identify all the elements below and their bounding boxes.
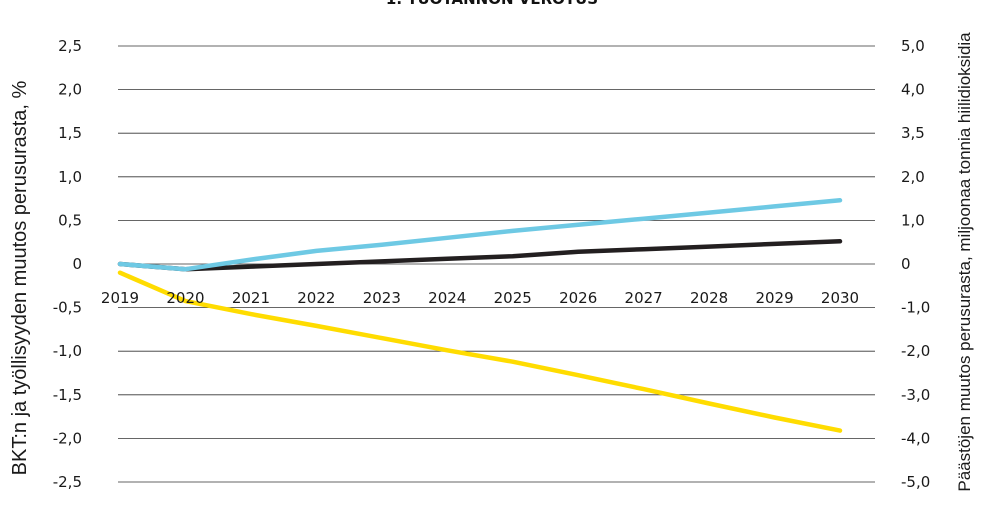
series-line (117, 239, 843, 272)
series-line (117, 270, 843, 433)
x-tick-label: 2029 (755, 289, 793, 307)
right-y-tick-label: 0 (901, 255, 911, 273)
x-tick-label: 2030 (821, 289, 859, 307)
x-tick-label: 2027 (625, 289, 663, 307)
left-y-tick-label: 1,5 (58, 124, 82, 142)
series-line (117, 198, 843, 272)
right-y-tick-label: 1,0 (901, 211, 925, 229)
right-y-tick-label: 5,0 (901, 37, 925, 55)
left-y-tick-label: -0,5 (53, 299, 82, 317)
left-y-tick-label: -1,0 (53, 342, 82, 360)
x-tick-label: 2026 (559, 289, 597, 307)
x-tick-label: 2021 (232, 289, 270, 307)
right-y-tick-label: -4,0 (901, 429, 930, 447)
right-y-tick-labels: 5,0 4,0 3,5 2,0 1,0 0 -1,0 -2,0 -3,0 -4,0 -5,0 (901, 37, 930, 491)
right-y-tick-label: -2,0 (901, 342, 930, 360)
left-y-tick-label: -2,0 (53, 429, 82, 447)
left-y-tick-label: 0,5 (58, 211, 82, 229)
x-tick-labels: 2019 2020 2021 2022 2023 2024 2025 2026 2027 2028… (101, 289, 859, 307)
grid-lines (118, 45, 875, 483)
right-axis-title: Päästöjen muutos perusurasta, miljoonaa … (955, 32, 974, 492)
left-y-tick-label: 2,0 (58, 81, 82, 99)
right-y-tick-label: 3,5 (901, 124, 925, 142)
left-y-tick-label: 0 (72, 255, 82, 273)
left-y-tick-label: -1,5 (53, 386, 82, 404)
x-tick-label: 2025 (494, 289, 532, 307)
right-y-tick-label: -1,0 (901, 299, 930, 317)
right-y-tick-label: -3,0 (901, 386, 930, 404)
x-tick-label: 2019 (101, 289, 139, 307)
left-y-tick-labels: 2,5 2,0 1,5 1,0 0,5 0 -0,5 -1,0 -1,5 -2,0 -2,5 (53, 37, 82, 491)
right-y-tick-label: -5,0 (901, 473, 930, 491)
left-y-tick-label: 1,0 (58, 168, 82, 186)
x-tick-label: 2028 (690, 289, 728, 307)
left-y-tick-label: 2,5 (58, 37, 82, 55)
series-lines (117, 198, 843, 433)
right-y-tick-label: 2,0 (901, 168, 925, 186)
x-tick-label: 2024 (428, 289, 466, 307)
right-y-tick-label: 4,0 (901, 81, 925, 99)
x-tick-label: 2022 (297, 289, 335, 307)
left-axis-title: BKT:n ja työllisyyden muutos perusurasta… (9, 80, 31, 475)
x-tick-label: 2020 (166, 289, 204, 307)
x-tick-label: 2023 (363, 289, 401, 307)
chart-title: 1. TUOTANNON VEROTUS (386, 0, 598, 8)
left-y-tick-label: -2,5 (53, 473, 82, 491)
